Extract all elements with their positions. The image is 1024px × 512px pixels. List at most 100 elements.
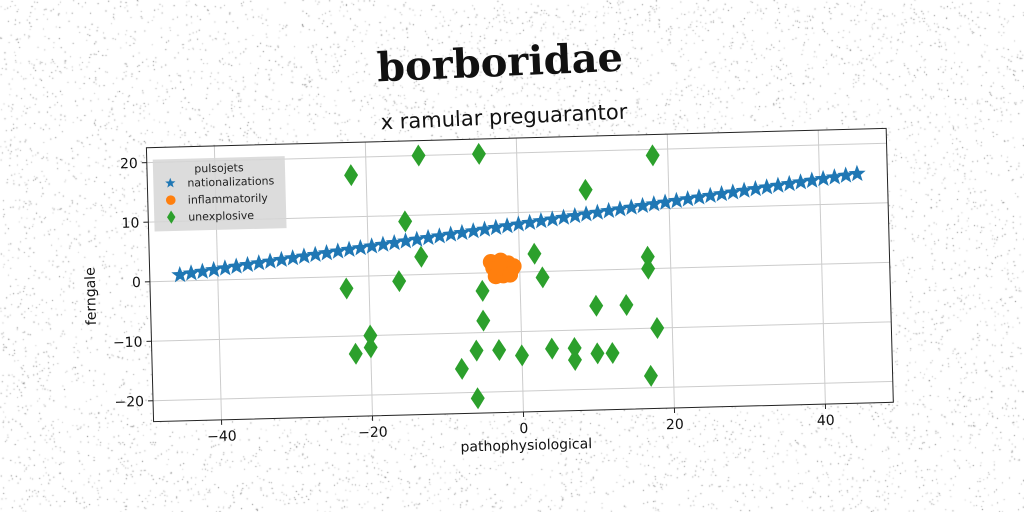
star-point	[318, 244, 336, 261]
star-point	[385, 233, 403, 251]
star-point	[701, 186, 719, 204]
star-point	[656, 193, 674, 210]
star-point	[667, 191, 686, 209]
y-tick-label: −10	[113, 334, 143, 351]
diamond-point	[645, 144, 660, 167]
star-point	[622, 198, 640, 215]
star-point	[193, 262, 212, 280]
x-tick-label: −20	[358, 425, 388, 442]
star-point	[239, 255, 257, 273]
star-point	[430, 227, 449, 244]
star-point	[634, 196, 652, 214]
legend-box	[152, 156, 287, 232]
diamond-point	[643, 364, 658, 387]
diamond-point	[514, 344, 529, 367]
star-point	[182, 264, 200, 281]
y-tick-label: 0	[132, 275, 141, 291]
legend-label-inflammatorily: inflammatorily	[188, 192, 269, 207]
star-point	[487, 218, 505, 236]
star-point	[419, 228, 437, 246]
star-point	[442, 225, 460, 242]
star-point	[543, 210, 561, 227]
star-point	[284, 249, 302, 266]
legend-marker-inflammatorily	[165, 195, 176, 205]
y-tick-label: 10	[121, 215, 139, 231]
series-nationalizations	[171, 164, 866, 283]
diamond-point	[640, 245, 655, 268]
y-gridline	[149, 261, 890, 283]
y-tick-label: 20	[120, 156, 138, 172]
x-gridline	[364, 141, 373, 416]
star-point	[205, 260, 223, 278]
star-point	[464, 222, 482, 239]
star-point	[295, 247, 313, 264]
star-point	[792, 173, 810, 190]
star-point	[837, 166, 855, 183]
legend-marker-unexplosive	[167, 210, 176, 224]
circle-point	[502, 266, 519, 283]
y-tick-label: −20	[114, 394, 144, 411]
star-point	[340, 240, 358, 258]
diamond-point	[605, 342, 620, 365]
x-tick-label: 0	[519, 421, 528, 437]
diamond-point	[469, 339, 484, 362]
chart-title: x ramular preguarantor	[380, 100, 628, 135]
star-point	[555, 208, 573, 226]
star-point	[306, 245, 324, 263]
x-gridline	[817, 130, 826, 405]
star-point	[509, 215, 528, 232]
star-point	[600, 201, 618, 219]
legend-label-unexplosive: unexplosive	[188, 209, 254, 224]
legend-label-nationalizations: nationalizations	[187, 174, 275, 189]
star-point	[250, 254, 268, 271]
diamond-point	[567, 348, 582, 371]
star-point	[690, 188, 708, 205]
diamond-point	[339, 277, 354, 300]
x-tick-label: −40	[207, 428, 237, 445]
diamond-point	[363, 336, 378, 359]
diamond-point	[475, 279, 490, 302]
diamond-point	[411, 144, 426, 167]
legend-marker-nationalizations	[165, 177, 176, 188]
star-point	[746, 179, 765, 197]
y-axis-label: ferngale	[83, 267, 101, 325]
legend-title: pulsojets	[194, 161, 244, 175]
y-gridline	[153, 380, 893, 402]
star-point	[521, 213, 539, 231]
diamond-point	[348, 342, 363, 365]
diamond-point	[619, 293, 634, 316]
diamond-point	[344, 164, 359, 187]
diamond-point	[470, 387, 485, 410]
chart-suptitle: borboridae	[376, 34, 624, 92]
star-point	[679, 190, 697, 207]
series-unexplosive	[339, 142, 665, 410]
star-point	[588, 203, 607, 221]
diamond-point	[535, 266, 550, 289]
star-point	[577, 205, 595, 222]
star-point	[351, 238, 370, 256]
diamond-point	[392, 270, 407, 293]
x-tick-label: 40	[817, 413, 835, 429]
diamond-point	[492, 339, 507, 362]
star-point	[216, 259, 234, 276]
star-point	[566, 206, 584, 224]
star-point	[735, 181, 753, 199]
diamond-point	[454, 357, 469, 380]
star-point	[803, 171, 821, 188]
x-axis-label: pathophysiological	[460, 436, 592, 455]
diamond-point	[650, 317, 665, 340]
series-inflammatorily	[482, 252, 522, 285]
star-point	[825, 168, 844, 185]
x-tick-label: 20	[666, 417, 684, 433]
x-gridline	[666, 134, 675, 409]
diamond-point	[641, 257, 656, 280]
star-point	[611, 200, 629, 217]
diamond-point	[414, 245, 429, 268]
star-point	[848, 164, 866, 182]
diamond-point	[471, 142, 486, 165]
star-point	[171, 265, 189, 283]
star-point	[329, 242, 347, 259]
diamond-point	[398, 210, 413, 233]
diamond-point	[476, 309, 491, 332]
